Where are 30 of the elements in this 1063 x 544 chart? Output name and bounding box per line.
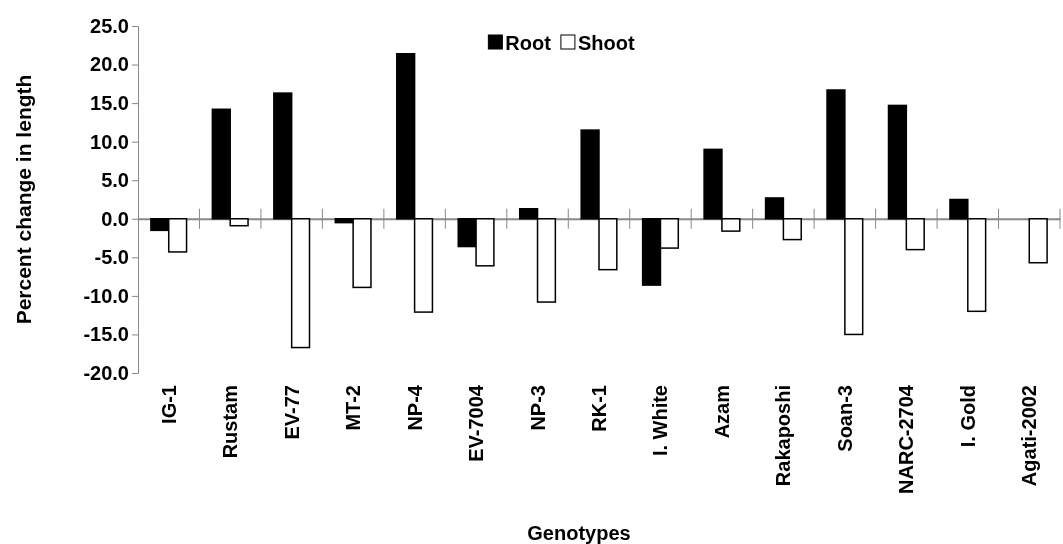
y-tick-label: 15.0 [90,92,129,115]
y-tick-label: 10.0 [90,130,129,153]
x-tick-label: Soan-3 [833,385,856,452]
y-tick-label: -20.0 [83,361,129,384]
bar [1028,218,1048,264]
x-tick-label: Rustam [219,385,242,459]
y-tick-label: 20.0 [90,53,129,76]
x-tick-label: IG-1 [157,385,180,424]
x-tick-label: EV-77 [280,385,303,440]
x-tick-label: EV-7004 [465,384,488,462]
x-tick-label: RK-1 [588,385,610,432]
y-tick-label: -15.0 [83,323,129,346]
x-tick-label: Agati-2002 [1018,385,1041,487]
y-tick-label: -5.0 [94,246,129,269]
legend-label: Root [505,32,552,54]
x-tick-label: MT-2 [342,385,365,431]
x-tick-label: I. Gold [956,385,979,448]
x-tick-label: I. White [649,385,672,457]
x-tick-label: NP-4 [403,384,426,431]
y-axis-title: Percent change in length [12,74,35,325]
x-tick-label: NARC-2704 [895,384,918,494]
x-axis-title: Genotypes [527,522,631,544]
y-tick-label: 0.0 [101,207,129,230]
x-tick-label: Rakaposhi [772,385,795,487]
x-tick-label: Azam [710,385,733,439]
legend-label: Shoot [577,32,635,54]
y-tick-label: -10.0 [83,284,129,307]
y-tick-label: 25.0 [90,14,129,37]
y-tick-label: 5.0 [101,169,129,192]
x-tick-label: NP-3 [526,385,549,431]
